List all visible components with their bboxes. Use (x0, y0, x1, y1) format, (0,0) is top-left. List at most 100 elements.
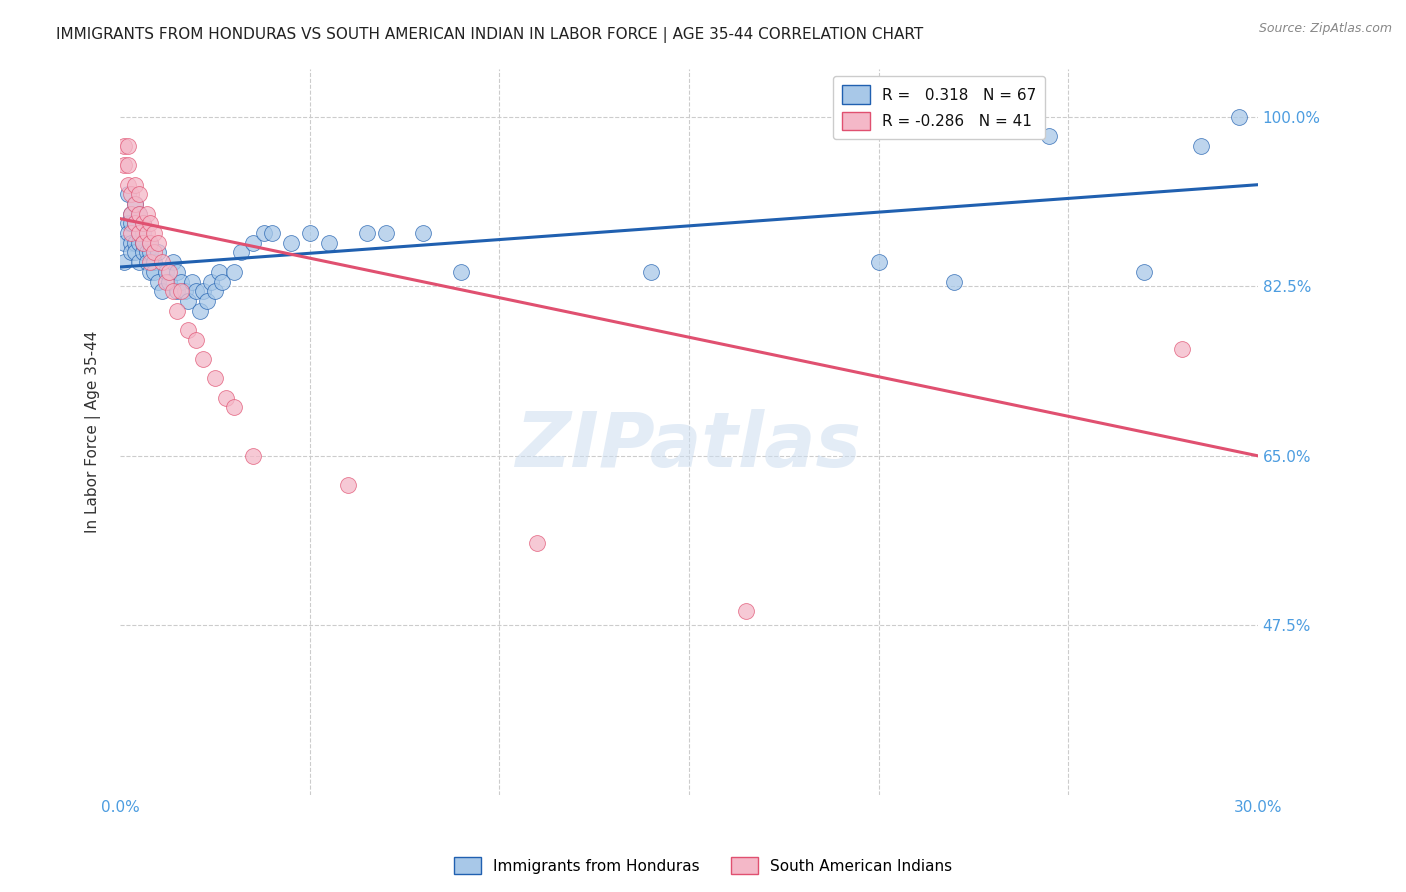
Point (124, 216, 146, 230)
Point (124, 197, 146, 211)
Point (128, 207, 150, 221)
Point (150, 284, 173, 298)
Point (242, 449, 264, 463)
Point (128, 255, 150, 269)
Point (166, 284, 188, 298)
Point (868, 255, 890, 269)
Point (157, 265, 180, 279)
Point (193, 351, 215, 366)
Legend: R =   0.318   N = 67, R = -0.286   N = 41: R = 0.318 N = 67, R = -0.286 N = 41 (834, 76, 1046, 139)
Point (253, 226, 276, 240)
Point (157, 275, 180, 289)
Point (146, 245, 169, 260)
Point (215, 391, 238, 405)
Point (181, 275, 204, 289)
Point (135, 207, 157, 221)
Point (117, 216, 139, 230)
Point (412, 226, 434, 240)
Point (132, 216, 155, 230)
Point (128, 207, 150, 221)
Point (120, 187, 142, 202)
Point (132, 245, 155, 260)
Point (117, 178, 139, 192)
Point (139, 216, 162, 230)
Point (150, 255, 173, 269)
Point (117, 158, 139, 172)
Point (155, 275, 177, 289)
Point (117, 226, 139, 240)
Point (280, 235, 302, 250)
Point (1227, 110, 1250, 124)
Point (128, 226, 150, 240)
Point (336, 478, 359, 492)
Point (208, 265, 231, 279)
Point (139, 235, 162, 250)
Point (162, 255, 184, 269)
Point (184, 333, 207, 347)
Point (112, 235, 135, 250)
Point (318, 235, 340, 250)
Point (374, 226, 396, 240)
Point (112, 158, 135, 172)
Point (640, 265, 662, 279)
Point (117, 187, 139, 202)
Point (526, 536, 548, 550)
Point (143, 245, 166, 260)
Point (177, 323, 200, 337)
Point (132, 216, 155, 230)
Point (139, 265, 162, 279)
Point (112, 255, 135, 269)
Point (195, 293, 218, 308)
Point (146, 275, 169, 289)
Point (1038, 129, 1060, 144)
Point (173, 284, 195, 298)
Point (162, 284, 184, 298)
Point (260, 226, 283, 240)
Point (450, 265, 472, 279)
Point (242, 235, 264, 250)
Point (139, 255, 162, 269)
Point (143, 265, 166, 279)
Point (222, 401, 245, 415)
Point (128, 226, 150, 240)
Point (1133, 265, 1156, 279)
Point (128, 187, 150, 202)
Point (170, 284, 193, 298)
Point (184, 284, 207, 298)
Point (120, 226, 142, 240)
Point (139, 235, 162, 250)
Point (231, 245, 253, 260)
Point (155, 265, 177, 279)
Point (120, 207, 142, 221)
Text: Source: ZipAtlas.com: Source: ZipAtlas.com (1258, 22, 1392, 36)
Point (132, 226, 155, 240)
Point (132, 235, 155, 250)
Point (1189, 139, 1212, 153)
Point (124, 216, 146, 230)
Point (117, 139, 139, 153)
Point (120, 207, 142, 221)
Point (124, 235, 146, 250)
Y-axis label: In Labor Force | Age 35-44: In Labor Force | Age 35-44 (86, 330, 101, 533)
Point (120, 245, 142, 260)
Point (734, 604, 756, 618)
Point (204, 284, 226, 298)
Point (128, 235, 150, 250)
Point (177, 293, 200, 308)
Point (222, 265, 245, 279)
Point (139, 245, 162, 260)
Point (170, 275, 193, 289)
Point (166, 303, 188, 318)
Point (135, 245, 157, 260)
Point (143, 255, 166, 269)
Point (135, 226, 157, 240)
Point (135, 255, 157, 269)
Point (1171, 343, 1194, 357)
Text: IMMIGRANTS FROM HONDURAS VS SOUTH AMERICAN INDIAN IN LABOR FORCE | AGE 35-44 COR: IMMIGRANTS FROM HONDURAS VS SOUTH AMERIC… (56, 27, 924, 43)
Point (120, 235, 142, 250)
Point (132, 235, 155, 250)
Point (193, 284, 215, 298)
Point (124, 197, 146, 211)
Point (200, 275, 222, 289)
Point (356, 226, 378, 240)
